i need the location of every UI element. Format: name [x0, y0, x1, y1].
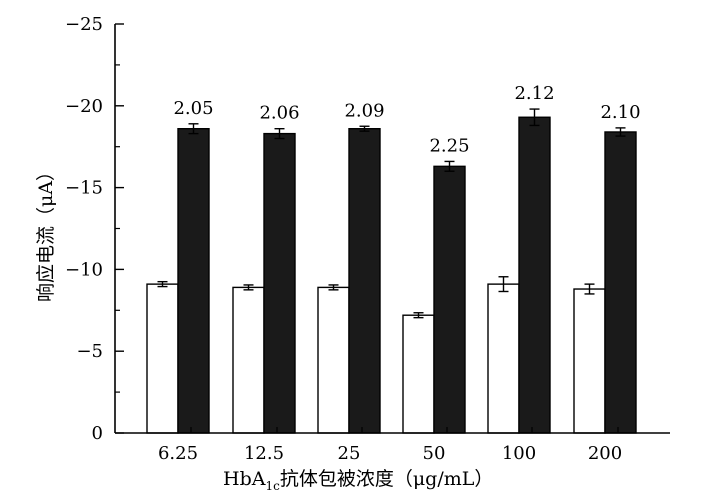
error-bar — [328, 284, 339, 291]
x-tick-label: 25 — [338, 443, 361, 464]
x-tick-label: 6.25 — [158, 443, 198, 464]
x-tick-label: 200 — [588, 443, 622, 464]
error-bar — [157, 280, 168, 288]
data-label: 2.10 — [600, 102, 640, 123]
bar-black — [348, 128, 381, 434]
bar-black — [518, 116, 551, 434]
error-bar — [584, 283, 595, 295]
data-label: 2.25 — [429, 135, 469, 156]
data-label: 2.12 — [514, 83, 554, 104]
bar-black — [177, 128, 210, 434]
bar-white — [317, 286, 350, 434]
x-axis-title: HbA1c抗体包被浓度（μg/mL） — [223, 468, 493, 493]
error-bar — [359, 125, 370, 132]
error-bar — [413, 312, 424, 319]
y-axis-title: 响应电流（μA） — [35, 162, 57, 302]
x-tick-label: 12.5 — [244, 443, 284, 464]
bar-white — [402, 314, 435, 434]
y-tick-label: −20 — [65, 96, 103, 117]
y-tick-label: −10 — [65, 259, 103, 280]
error-bar — [615, 127, 626, 137]
data-label: 2.06 — [259, 103, 299, 124]
y-tick-label: −15 — [65, 178, 103, 199]
x-tick-label: 50 — [423, 443, 446, 464]
y-tick-label: −5 — [76, 341, 103, 362]
error-bar — [188, 123, 199, 135]
bar-white — [487, 283, 520, 434]
bars — [146, 108, 637, 434]
bar-black — [433, 165, 466, 434]
bar-black — [604, 131, 637, 434]
bar-white — [232, 286, 265, 434]
error-bar — [498, 276, 509, 293]
data-labels: 2.05 2.06 2.09 2.25 2.12 2.10 — [173, 83, 640, 156]
bar-white — [573, 288, 606, 434]
y-tick-label: 0 — [92, 423, 103, 444]
error-bar — [529, 108, 540, 127]
bar-black — [263, 132, 296, 434]
data-label: 2.09 — [344, 100, 384, 121]
error-bar — [444, 160, 455, 172]
x-tick-label: 100 — [502, 443, 536, 464]
error-bar — [243, 284, 254, 291]
bar-white — [146, 283, 179, 434]
y-tick-label: −25 — [65, 14, 103, 35]
x-axis-tick-labels: 6.25 12.5 25 50 100 200 — [158, 427, 622, 464]
error-bar — [274, 128, 285, 140]
data-label: 2.05 — [173, 98, 213, 119]
y-axis-ticks: 0 −5 −10 −15 −20 −25 — [65, 14, 124, 444]
